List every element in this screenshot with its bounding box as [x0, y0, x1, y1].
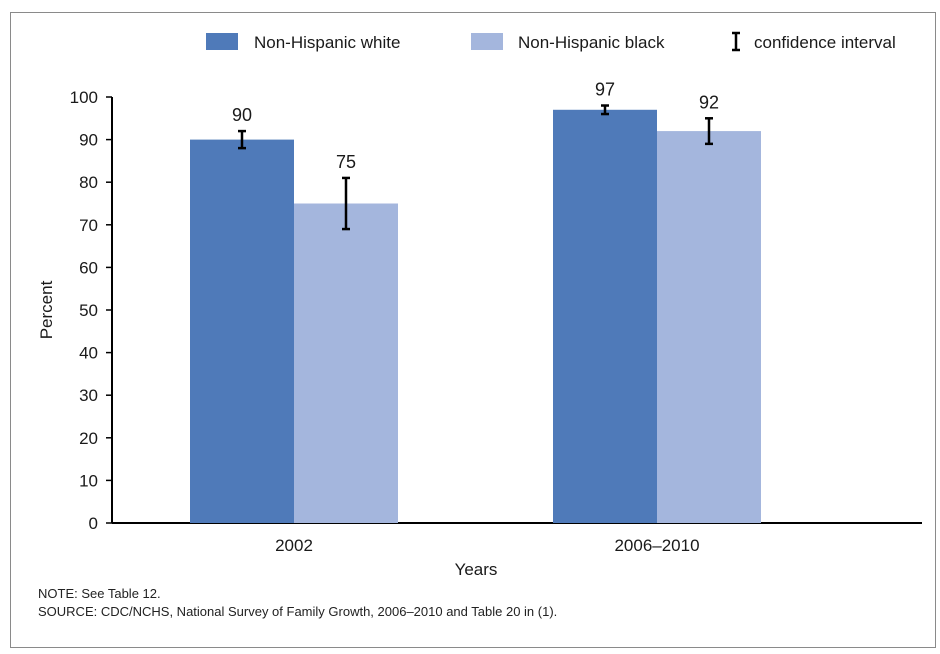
- legend-label: confidence interval: [754, 33, 896, 52]
- legend-swatch: [206, 33, 238, 50]
- data-label: 97: [595, 80, 615, 100]
- legend-swatch: [471, 33, 503, 50]
- x-axis-label: Years: [455, 560, 498, 579]
- bar: [553, 109, 657, 523]
- y-tick-label: 20: [79, 429, 98, 448]
- y-tick-label: 0: [89, 514, 98, 533]
- y-axis-label: Percent: [37, 280, 56, 339]
- x-tick-label: 2006–2010: [614, 536, 699, 555]
- data-label: 92: [699, 92, 719, 112]
- data-label: 90: [232, 105, 252, 125]
- y-tick-label: 30: [79, 386, 98, 405]
- y-tick-label: 70: [79, 216, 98, 235]
- x-tick-label: 2002: [275, 536, 313, 555]
- chart-frame: [10, 12, 936, 648]
- y-tick-label: 60: [79, 258, 98, 277]
- y-tick-label: 50: [79, 301, 98, 320]
- bar: [657, 131, 761, 523]
- legend-label: Non-Hispanic black: [518, 33, 665, 52]
- legend-label: Non-Hispanic white: [254, 33, 400, 52]
- chart-source: SOURCE: CDC/NCHS, National Survey of Fam…: [38, 604, 558, 619]
- y-tick-label: 90: [79, 131, 98, 150]
- y-tick-label: 10: [79, 471, 98, 490]
- bar: [294, 203, 398, 523]
- y-tick-label: 100: [70, 88, 98, 107]
- y-tick-label: 40: [79, 344, 98, 363]
- bar: [190, 139, 294, 523]
- chart-note: NOTE: See Table 12.: [38, 586, 161, 601]
- y-tick-label: 80: [79, 173, 98, 192]
- data-label: 75: [336, 152, 356, 172]
